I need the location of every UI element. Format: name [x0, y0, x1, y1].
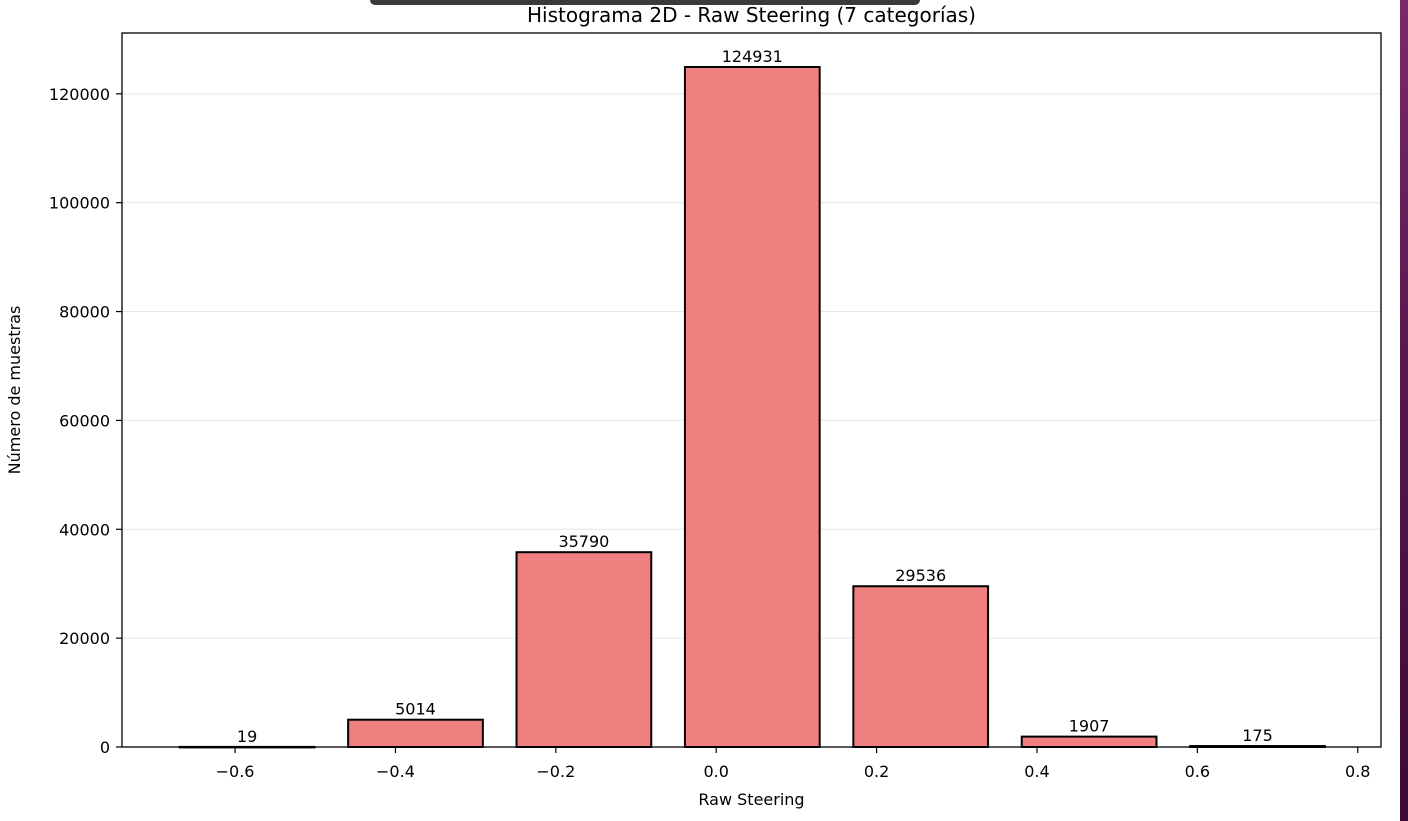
x-tick-label: −0.4 — [376, 762, 415, 781]
histogram-bar — [347, 718, 484, 748]
bars — [178, 66, 1326, 749]
x-tick-label: 0.0 — [703, 762, 728, 781]
y-axis-label: Número de muestras — [5, 306, 24, 475]
x-axis-label: Raw Steering — [698, 790, 804, 809]
top-toolbar-edge — [370, 0, 920, 5]
bar-value-label: 29536 — [895, 566, 946, 585]
histogram-bar — [515, 551, 653, 749]
bar-value-label: 35790 — [558, 532, 609, 551]
x-tick-label: 0.4 — [1024, 762, 1049, 781]
x-tick-label: 0.6 — [1185, 762, 1210, 781]
x-tick-label: −0.6 — [216, 762, 255, 781]
bar-value-label: 19 — [237, 727, 257, 746]
chart-title: Histograma 2D - Raw Steering (7 categorí… — [527, 3, 976, 27]
y-tick-label: 100000 — [49, 194, 110, 213]
bar-value-label: 5014 — [395, 700, 436, 719]
y-tick-label: 60000 — [59, 411, 110, 430]
histogram-bar — [683, 66, 821, 749]
axes-frame — [121, 32, 1382, 748]
bar-value-label: 1907 — [1069, 717, 1110, 736]
x-tick-label: −0.2 — [536, 762, 575, 781]
x-axis-ticks: −0.6 −0.4 −0.2 0.0 0.2 0.4 0.6 0.8 — [216, 747, 1370, 781]
histogram-bar — [1020, 735, 1158, 749]
y-tick-label: 0 — [100, 738, 110, 757]
y-axis-ticks: 0 20000 40000 60000 80000 100000 120000 — [49, 85, 122, 757]
y-tick-label: 40000 — [59, 520, 110, 539]
x-tick-label: 0.8 — [1345, 762, 1370, 781]
desktop-background-strip — [1400, 0, 1408, 821]
bar-value-labels: 19 5014 35790 124931 29536 1907 175 — [237, 47, 1273, 746]
histogram-bar — [852, 585, 990, 748]
x-tick-label: 0.2 — [864, 762, 889, 781]
y-tick-label: 120000 — [49, 85, 110, 104]
y-tick-label: 20000 — [59, 629, 110, 648]
y-tick-label: 80000 — [59, 303, 110, 322]
bar-value-label: 175 — [1242, 726, 1273, 745]
bar-value-label: 124931 — [722, 47, 783, 66]
